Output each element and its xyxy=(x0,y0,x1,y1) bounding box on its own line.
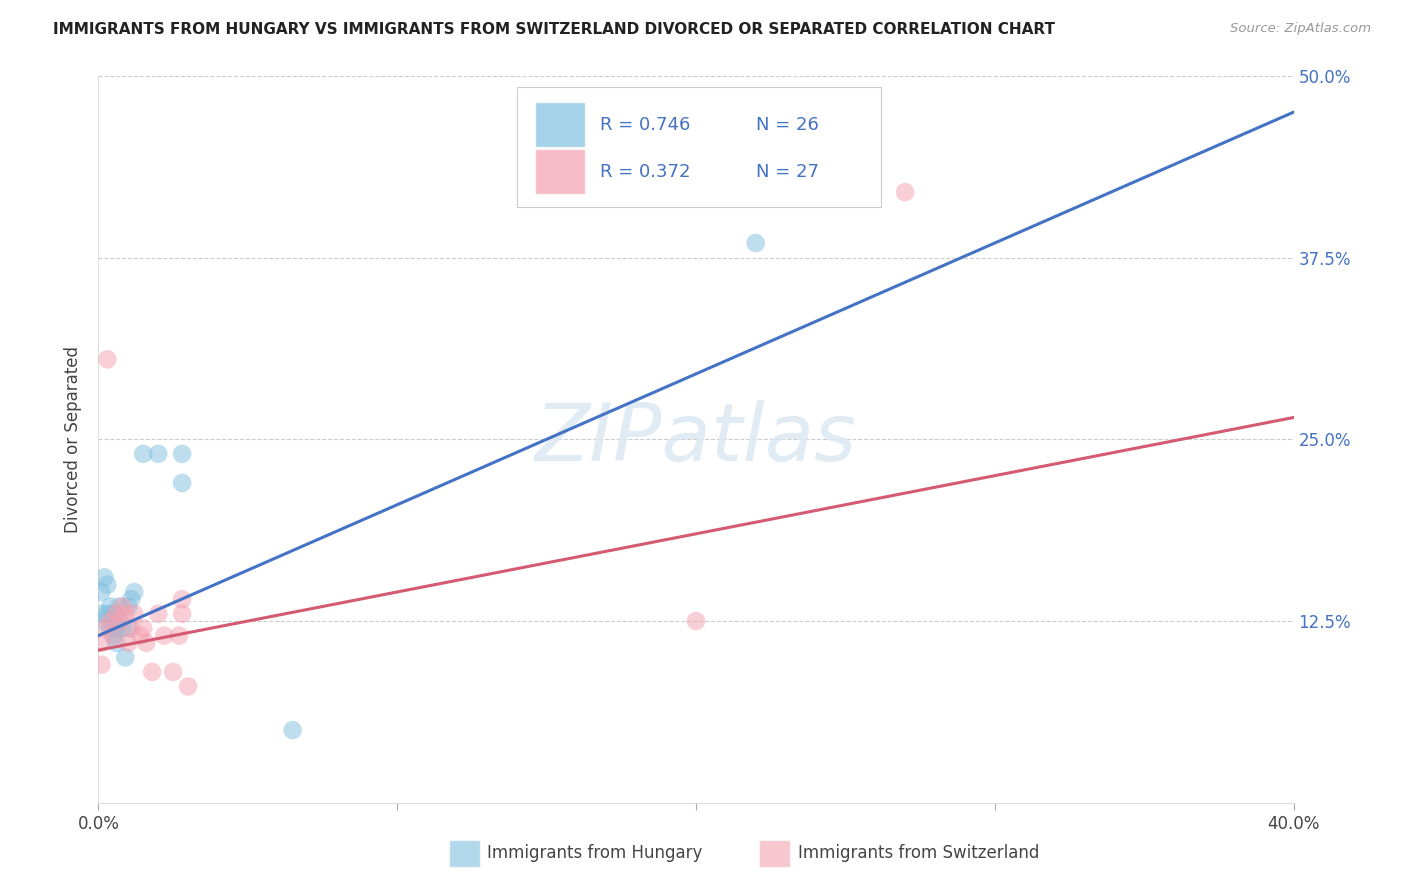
Point xyxy=(162,665,184,679)
Point xyxy=(96,352,118,367)
Point xyxy=(93,621,115,635)
Point xyxy=(124,585,146,599)
FancyBboxPatch shape xyxy=(759,840,790,867)
Point xyxy=(90,607,112,621)
Point xyxy=(148,447,170,461)
Point xyxy=(172,447,194,461)
Point xyxy=(90,585,112,599)
Text: N = 26: N = 26 xyxy=(756,116,818,134)
Point xyxy=(117,636,139,650)
Point xyxy=(98,621,122,635)
Point xyxy=(120,592,142,607)
Text: R = 0.746: R = 0.746 xyxy=(600,116,690,134)
Text: IMMIGRANTS FROM HUNGARY VS IMMIGRANTS FROM SWITZERLAND DIVORCED OR SEPARATED COR: IMMIGRANTS FROM HUNGARY VS IMMIGRANTS FR… xyxy=(53,22,1056,37)
Point xyxy=(177,680,200,694)
Point xyxy=(98,599,122,614)
Point xyxy=(108,599,131,614)
Y-axis label: Divorced or Separated: Divorced or Separated xyxy=(65,346,83,533)
Point xyxy=(685,614,707,628)
Text: Immigrants from Switzerland: Immigrants from Switzerland xyxy=(797,844,1039,862)
Point xyxy=(96,607,118,621)
Text: R = 0.372: R = 0.372 xyxy=(600,162,690,181)
FancyBboxPatch shape xyxy=(534,149,585,194)
Text: Immigrants from Hungary: Immigrants from Hungary xyxy=(486,844,702,862)
Point xyxy=(103,629,125,643)
Text: N = 27: N = 27 xyxy=(756,162,818,181)
FancyBboxPatch shape xyxy=(517,87,882,207)
Point xyxy=(111,599,134,614)
Point xyxy=(105,607,128,621)
Point xyxy=(124,607,146,621)
Point xyxy=(90,636,112,650)
Point xyxy=(172,592,194,607)
Point xyxy=(98,614,122,628)
Point xyxy=(135,636,157,650)
Point xyxy=(167,629,190,643)
Text: Source: ZipAtlas.com: Source: ZipAtlas.com xyxy=(1230,22,1371,36)
Point xyxy=(103,629,125,643)
Point xyxy=(117,599,139,614)
Point xyxy=(111,621,134,635)
Point xyxy=(745,235,768,250)
Point xyxy=(93,614,115,628)
Point xyxy=(114,650,136,665)
Point xyxy=(148,607,170,621)
Text: ZIPatlas: ZIPatlas xyxy=(534,401,858,478)
Point xyxy=(103,607,125,621)
Point xyxy=(108,614,131,628)
Point xyxy=(117,621,139,635)
Point xyxy=(894,185,917,199)
Point xyxy=(105,621,128,635)
Point xyxy=(132,621,155,635)
Point xyxy=(141,665,163,679)
FancyBboxPatch shape xyxy=(534,102,585,147)
Point xyxy=(153,629,176,643)
Point xyxy=(172,475,194,490)
Point xyxy=(129,629,152,643)
Point xyxy=(120,621,142,635)
FancyBboxPatch shape xyxy=(449,840,479,867)
Point xyxy=(281,723,304,737)
Point xyxy=(90,657,112,672)
Point xyxy=(114,607,136,621)
Point xyxy=(96,578,118,592)
Point xyxy=(108,614,131,628)
Point xyxy=(105,636,128,650)
Point xyxy=(93,570,115,584)
Point xyxy=(172,607,194,621)
Point xyxy=(132,447,155,461)
